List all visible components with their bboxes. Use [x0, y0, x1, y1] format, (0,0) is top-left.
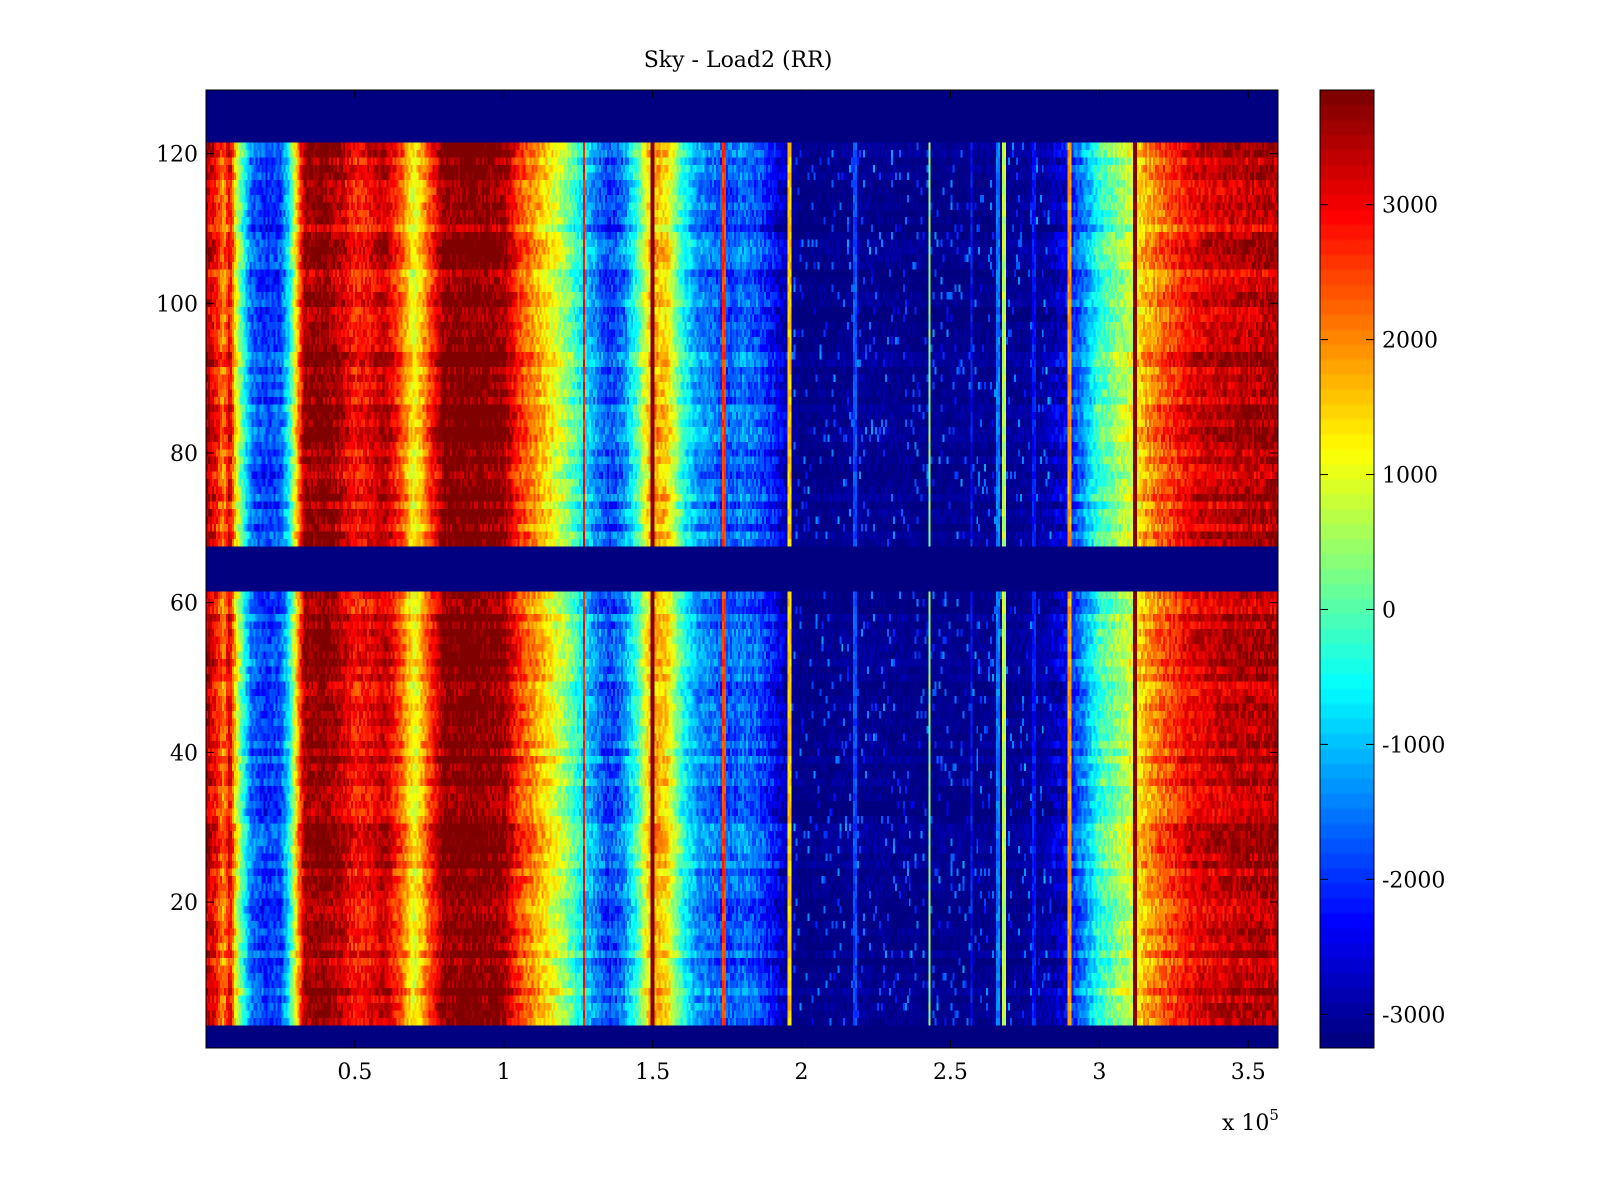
x-axis-exponent: x 105: [1222, 1106, 1279, 1136]
colorbar-tick-label: -1000: [1382, 733, 1445, 758]
x-axis-exponent-base: x 10: [1222, 1111, 1269, 1136]
y-tick-label: 40: [170, 741, 198, 766]
x-axis-exponent-power: 5: [1269, 1106, 1279, 1124]
plot-area: [205, 89, 1279, 1049]
x-tick-label: 2.5: [933, 1060, 968, 1085]
plot-frame: [205, 89, 1279, 1049]
colorbar: -3000 -2000 -1000 0 1000 2000 3000: [1319, 89, 1445, 1049]
colorbar-gradient: [1320, 90, 1374, 1048]
colorbar-tick-label: -3000: [1382, 1003, 1445, 1028]
x-tick-label: 0.5: [337, 1060, 372, 1085]
y-tick-label: 120: [156, 143, 198, 168]
colorbar-tick-label: 3000: [1382, 194, 1438, 219]
colorbar-tick-label: 1000: [1382, 464, 1438, 489]
x-axis: 0.5 1 1.5 2 2.5 3 3.5: [337, 90, 1266, 1085]
chart-title: Sky - Load2 (RR): [644, 48, 833, 73]
x-tick-label: 1: [497, 1060, 511, 1085]
y-tick-label: 80: [170, 442, 198, 467]
y-tick-label: 20: [170, 891, 198, 916]
x-tick-label: 2: [795, 1060, 809, 1085]
x-tick-label: 1.5: [635, 1060, 670, 1085]
x-tick-label: 3: [1092, 1060, 1106, 1085]
y-tick-label: 60: [170, 592, 198, 617]
y-tick-label: 100: [156, 292, 198, 317]
y-axis: 20 40 60 80 100 120: [156, 143, 1278, 916]
x-tick-label: 3.5: [1231, 1060, 1266, 1085]
heatmap-image: [206, 90, 1278, 1048]
colorbar-tick-label: -2000: [1382, 868, 1445, 893]
colorbar-ticks: -3000 -2000 -1000 0 1000 2000 3000: [1320, 194, 1445, 1028]
colorbar-tick-label: 2000: [1382, 329, 1438, 354]
colorbar-frame: [1319, 89, 1375, 1049]
colorbar-tick-label: 0: [1382, 598, 1396, 623]
